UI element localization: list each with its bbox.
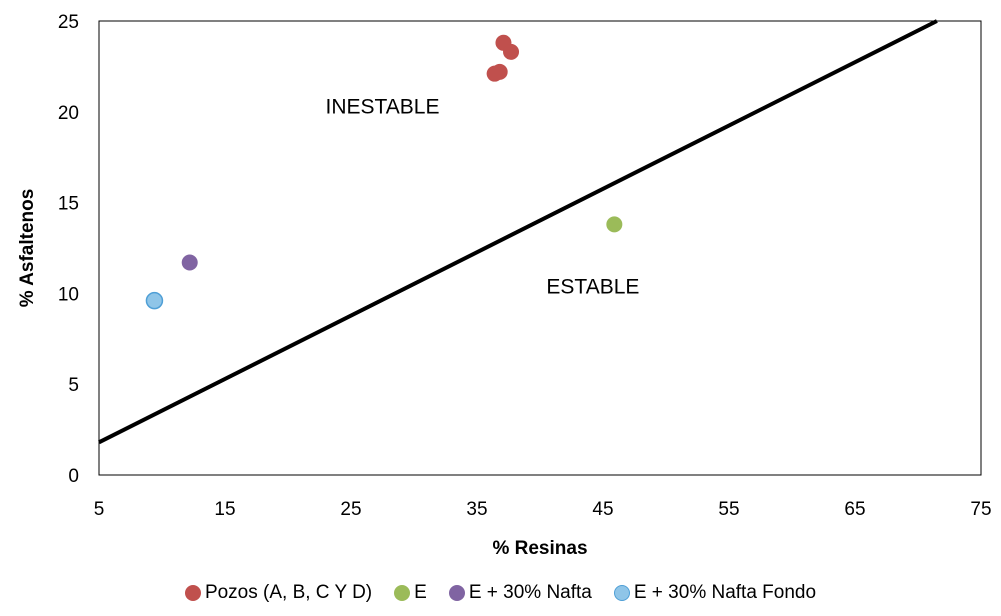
x-tick-label: 35 [466,499,487,520]
y-tick-label: 0 [68,466,79,487]
data-point [486,65,503,82]
data-point [503,43,520,60]
x-tick-label: 15 [214,499,235,520]
chart-legend: Pozos (A, B, C Y D) E E + 30% Nafta E + 30%… [0,582,1001,604]
x-tick-label: 65 [844,499,865,520]
legend-marker [184,585,201,601]
y-axis-ticks: 0 5 10 15 20 25 [58,12,79,487]
region-annotations: INESTABLE ESTABLE [326,96,640,299]
legend-item: E + 30% Nafta [448,582,592,604]
data-point [181,254,198,271]
legend-item: Pozos (A, B, C Y D) [184,582,373,604]
stability-line [98,19,938,445]
x-axis-ticks: 5 15 25 35 45 55 65 75 [94,499,992,520]
x-tick-label: 45 [592,499,613,520]
data-point [606,216,623,233]
legend-item: E + 30% Nafta Fondo [613,582,817,604]
data-point [145,291,164,310]
region-label-inestable: INESTABLE [326,96,440,119]
legend-marker [613,585,630,601]
region-label-estable: ESTABLE [546,275,639,298]
x-axis-title: % Resinas [492,538,587,559]
y-tick-label: 10 [58,284,79,305]
x-tick-label: 55 [718,499,739,520]
legend-marker [448,585,465,601]
x-tick-label: 25 [340,499,361,520]
legend-marker [394,585,411,601]
y-tick-label: 25 [58,12,79,33]
legend-label: E + 30% Nafta [468,582,592,603]
legend-item: E [394,582,427,604]
y-axis-title: % Asfaltenos [17,189,38,308]
legend-label: E [414,582,427,603]
x-tick-label: 5 [94,499,105,520]
y-tick-label: 20 [58,103,79,124]
y-tick-label: 5 [68,375,79,396]
x-tick-label: 75 [970,499,991,520]
plot-area-frame [98,20,982,476]
legend-label: Pozos (A, B, C Y D) [204,582,373,603]
y-tick-label: 15 [58,194,79,215]
legend-label: E + 30% Nafta Fondo [633,582,817,603]
data-points [145,34,623,310]
